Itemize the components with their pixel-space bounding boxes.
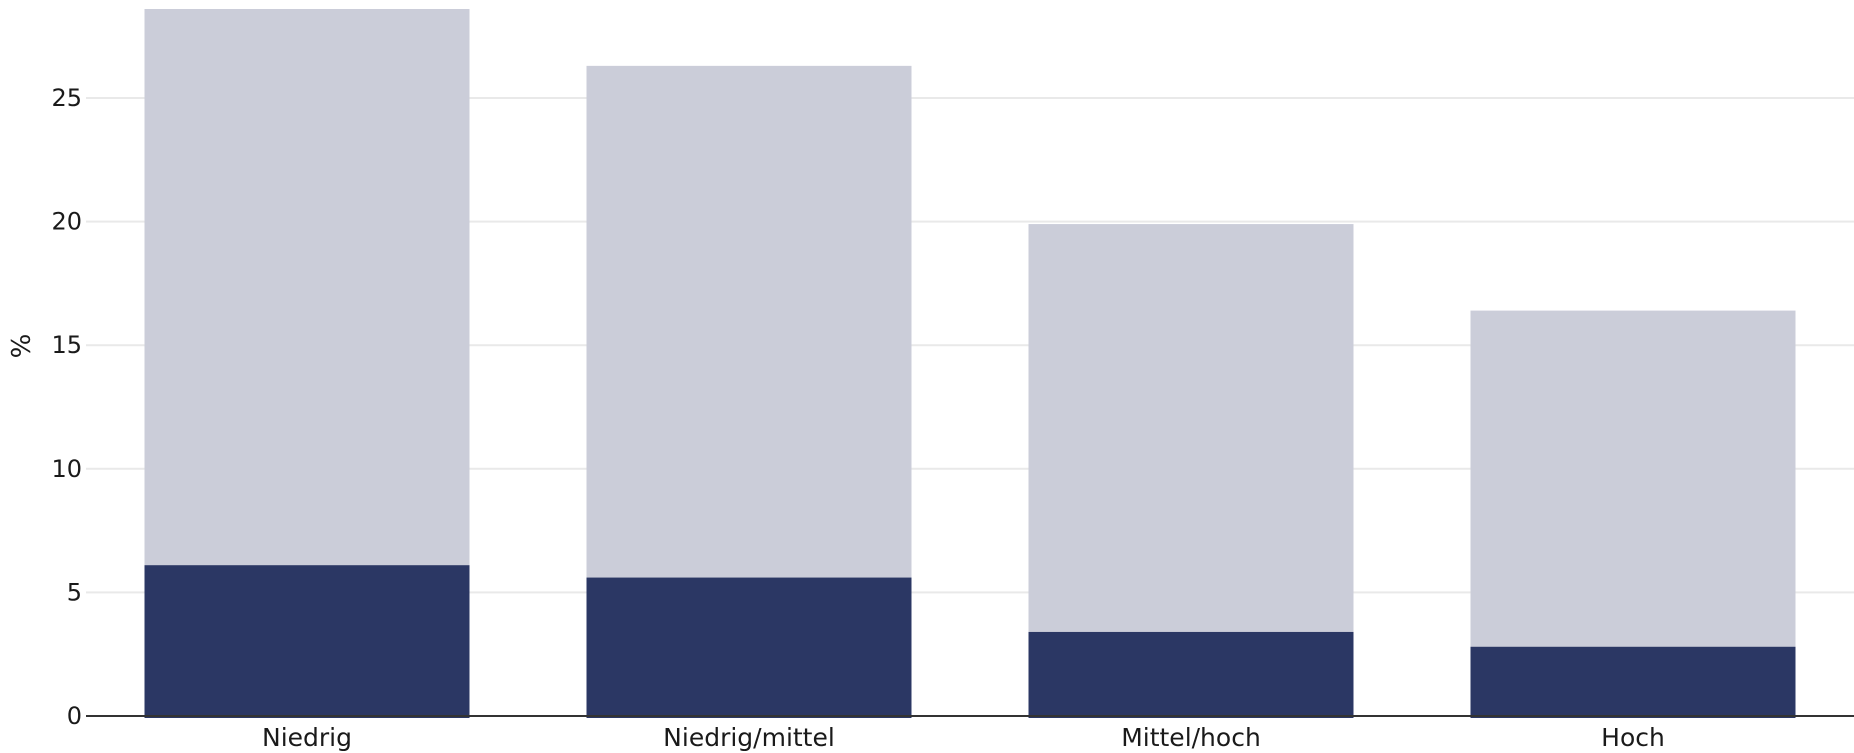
y-tick-label: 5	[67, 578, 82, 606]
y-axis-title: %	[7, 334, 37, 359]
bar-front-3	[1470, 646, 1796, 718]
bars	[144, 9, 1796, 719]
bar-front-1	[586, 577, 912, 718]
y-tick-label: 25	[51, 84, 82, 112]
y-tick-label: 10	[51, 455, 82, 483]
bar-front-0	[144, 565, 470, 718]
y-tick-label: 15	[51, 331, 82, 359]
x-tick-label: Hoch	[1601, 723, 1665, 752]
x-tick-label: Niedrig/mittel	[663, 723, 835, 752]
x-tick-label: Mittel/hoch	[1121, 723, 1261, 752]
y-axis-ticks: 0 5 10 15 20 25	[51, 84, 82, 730]
y-tick-label: 0	[67, 702, 82, 730]
bar-front-2	[1028, 631, 1354, 718]
y-tick-label: 20	[51, 208, 82, 236]
x-tick-label: Niedrig	[262, 723, 352, 752]
x-axis-labels: Niedrig Niedrig/mittel Mittel/hoch Hoch	[262, 723, 1665, 752]
